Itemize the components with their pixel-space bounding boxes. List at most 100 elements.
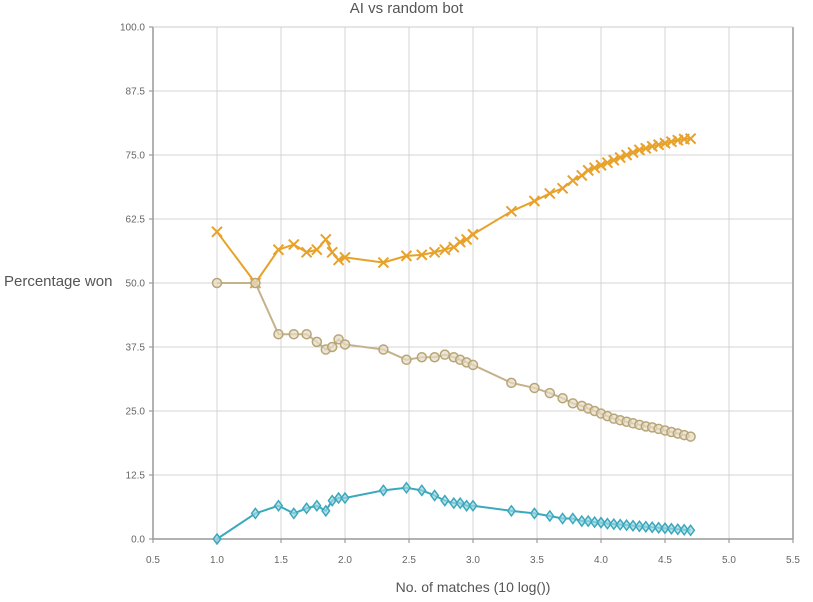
y-tick-label: 50.0	[126, 279, 146, 290]
series-2-point	[621, 518, 632, 532]
series-2-point	[429, 489, 440, 502]
series-1-point	[557, 392, 568, 404]
series-0-point	[332, 254, 345, 266]
series-2-point	[333, 491, 344, 505]
series-2-point	[568, 512, 578, 525]
series-2-point	[615, 518, 625, 531]
y-axis-label: Percentage won	[4, 273, 113, 290]
x-tick-label: 5.0	[722, 555, 736, 566]
y-tick-label: 12.5	[126, 471, 146, 482]
series-0-point	[595, 159, 607, 171]
series-2-point	[461, 499, 472, 512]
series-0-point	[272, 244, 285, 256]
series-0-point	[300, 246, 313, 258]
series-2-point	[634, 519, 645, 533]
series-2-point	[545, 509, 555, 523]
series-2-point	[679, 523, 689, 537]
series-0-point	[505, 205, 518, 218]
series-0-point	[582, 164, 594, 177]
series-2-point	[506, 504, 517, 518]
series-1-point	[339, 339, 351, 350]
series-0-point	[556, 182, 569, 194]
series-1-point	[378, 344, 389, 355]
series-1-point	[506, 377, 517, 389]
series-1-point	[439, 349, 451, 360]
series-2-point	[685, 524, 696, 537]
series-0-point	[528, 195, 541, 207]
series-0-point	[627, 146, 639, 159]
chart-title: AI vs random bot	[349, 0, 464, 17]
series-2-point	[609, 517, 619, 531]
series-0-point	[567, 174, 579, 187]
series-0-point	[601, 156, 614, 169]
series-2-point	[321, 504, 331, 518]
series-0-point	[400, 250, 413, 262]
series-1-point	[250, 277, 261, 289]
series-2-point	[557, 512, 568, 525]
x-tick-label: 5.5	[786, 555, 800, 566]
series-0-point	[454, 236, 466, 248]
series-0-point	[614, 151, 626, 164]
series-2-point	[417, 484, 427, 497]
series-0-point	[288, 238, 300, 251]
series-2-point	[596, 516, 606, 529]
series-2-point	[577, 514, 587, 528]
series-2-point	[449, 496, 459, 510]
series-2-point	[666, 522, 677, 536]
x-tick-label: 3.0	[466, 555, 480, 566]
y-tick-label: 62.5	[126, 215, 146, 226]
series-2-point	[312, 499, 322, 512]
series-1-point	[529, 382, 540, 394]
x-tick-label: 4.0	[594, 555, 608, 566]
x-tick-label: 0.5	[146, 555, 160, 566]
series-2-point	[273, 499, 284, 512]
x-tick-label: 2.0	[338, 555, 352, 566]
series-1-point	[429, 351, 440, 363]
series-2-point	[212, 532, 222, 546]
series-1-point	[288, 328, 300, 340]
series-1-point	[416, 351, 428, 363]
series-1-point	[401, 354, 412, 366]
series-2-point	[301, 502, 312, 515]
series-0-point	[428, 246, 441, 258]
series-0-point	[684, 132, 697, 145]
series-1-point	[211, 277, 223, 289]
series-2-point	[250, 507, 261, 520]
series-1-point	[326, 341, 338, 353]
series-1-point	[685, 431, 696, 442]
series-2-point	[660, 521, 670, 535]
series-1-point	[544, 387, 556, 399]
series-2-point	[628, 519, 638, 532]
series-2-point	[289, 507, 299, 520]
series-2-point	[468, 499, 478, 512]
x-tick-label: 4.5	[658, 555, 672, 566]
x-tick-label: 3.5	[530, 555, 544, 566]
series-2-point	[589, 515, 600, 529]
series-2-point	[529, 507, 540, 520]
series-0-point	[620, 149, 633, 161]
x-tick-label: 1.5	[274, 555, 288, 566]
series-1-point	[301, 328, 312, 340]
series-0-point	[320, 233, 332, 246]
series-1-point	[273, 328, 284, 340]
series-2-point	[401, 481, 412, 495]
series-0-point	[439, 244, 451, 256]
series-0-point	[339, 251, 351, 264]
series-2-point	[440, 494, 450, 507]
series-2-point	[673, 523, 683, 536]
y-tick-label: 100.0	[120, 23, 145, 34]
series-2-point	[602, 517, 613, 530]
series-2-point	[340, 491, 350, 505]
series-2-point	[641, 520, 651, 533]
y-tick-label: 75.0	[126, 151, 146, 162]
series-2-point	[378, 484, 389, 497]
x-axis-label: No. of matches (10 log())	[395, 579, 551, 595]
y-tick-label: 25.0	[126, 407, 146, 418]
series-0-point	[588, 162, 601, 174]
series-0-point	[640, 142, 652, 155]
series-1-point	[467, 359, 479, 371]
series-2-point	[583, 514, 593, 528]
x-tick-label: 1.0	[210, 555, 224, 566]
series-2-point	[653, 521, 664, 534]
